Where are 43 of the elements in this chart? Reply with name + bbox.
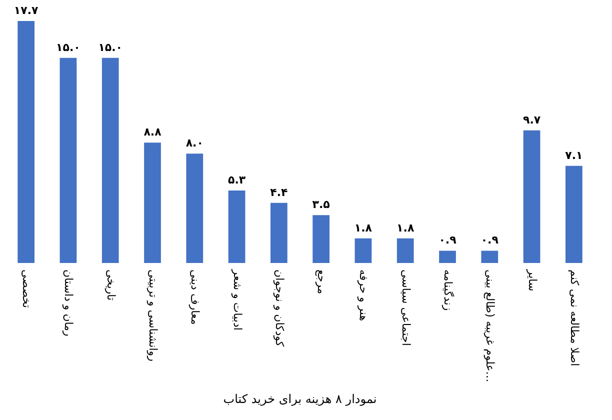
x-tick-label: سایر (526, 268, 539, 292)
bar (481, 250, 498, 263)
x-tick-label: اجتماعی سیاسی (399, 270, 412, 346)
data-label: ۸.۸ (144, 126, 162, 139)
x-tick-label: کودکان و نوجوان (272, 270, 286, 348)
data-label: ۱.۸ (354, 221, 372, 234)
bar (312, 215, 330, 263)
bar (60, 58, 77, 263)
x-tick-label: علوم غریبه (طالع بینی… (484, 270, 497, 382)
bar (566, 166, 582, 263)
x-tick-label: رمان و داستان (62, 270, 76, 336)
data-label: ۷.۱ (565, 148, 583, 162)
bar (186, 154, 204, 263)
x-tick-label: معارف دینی (188, 270, 202, 325)
bar (228, 190, 246, 263)
data-label: ۵.۳ (228, 174, 246, 187)
data-label: ۴.۴ (270, 186, 288, 199)
data-label: ۰.۹ (438, 234, 457, 247)
bar (102, 58, 119, 263)
x-tick-label: زندگینامه (442, 270, 454, 311)
data-label: ۹.۷ (522, 113, 541, 126)
text: نمودار ۸ هزینه برای خرید کتاب (223, 392, 377, 406)
bar (270, 202, 288, 263)
data-label: ۱.۸ (396, 221, 414, 234)
x-tick-label: ادبیات و شعر (230, 268, 244, 330)
x-tick-label: مرجع (315, 270, 328, 294)
data-label: ۸.۰ (186, 136, 204, 150)
x-tick-label: روانشناسی و تربیتی (146, 270, 160, 362)
x-tick-label: تاریخی (104, 270, 118, 301)
data-label: ۱۷.۷ (14, 4, 39, 17)
x-tick-label: اصلا مطالعه نمی کنم (568, 270, 581, 366)
bar (18, 21, 34, 263)
x-tick-label: هنر و حرفه (357, 270, 370, 322)
data-label: ۱۵.۰ (98, 40, 123, 54)
x-tick-label: تخصصی (20, 270, 34, 308)
data-label: ۰.۹ (480, 234, 499, 247)
bar (396, 238, 414, 263)
data-label: ۱۵.۰ (56, 40, 80, 54)
bar (439, 250, 456, 263)
bar (144, 142, 161, 263)
bar (523, 130, 540, 263)
data-label: ۳.۵ (312, 198, 330, 212)
bar (354, 238, 372, 263)
